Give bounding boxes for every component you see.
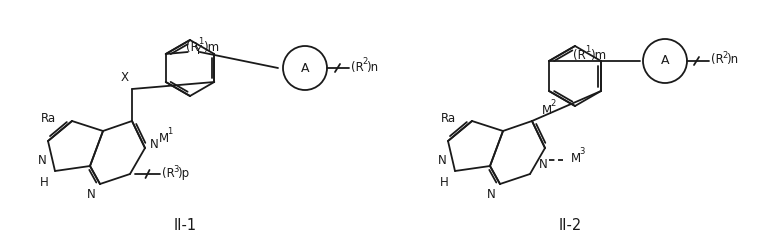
Text: (R: (R: [711, 53, 724, 66]
Text: 1: 1: [198, 37, 204, 46]
Text: N: N: [87, 188, 96, 201]
Text: X: X: [121, 71, 129, 84]
Text: 2: 2: [550, 98, 555, 108]
Text: )n: )n: [366, 61, 378, 74]
Text: Ra: Ra: [441, 111, 456, 124]
Text: M: M: [571, 152, 581, 165]
Text: N: N: [438, 154, 447, 167]
Text: )n: )n: [726, 53, 738, 66]
Text: 1: 1: [585, 45, 590, 53]
Text: Y: Y: [194, 45, 201, 58]
Text: 3: 3: [579, 148, 584, 156]
Text: N: N: [38, 154, 47, 167]
Text: A: A: [661, 55, 670, 67]
Text: H: H: [40, 176, 49, 189]
Text: )m: )m: [203, 42, 220, 55]
Text: A: A: [301, 62, 309, 75]
Text: H: H: [441, 176, 449, 189]
Text: M: M: [542, 105, 552, 118]
Text: (R: (R: [351, 61, 364, 74]
Text: (R: (R: [187, 42, 199, 55]
Text: II-2: II-2: [558, 218, 582, 233]
Text: 3: 3: [173, 165, 179, 173]
Text: N: N: [487, 188, 496, 201]
Text: 2: 2: [722, 50, 728, 60]
Text: M: M: [159, 132, 169, 144]
Text: N: N: [150, 138, 158, 152]
Text: Ra: Ra: [41, 111, 56, 124]
Text: )m: )m: [590, 48, 606, 62]
Text: 1: 1: [167, 127, 172, 137]
Text: (R: (R: [162, 167, 175, 180]
Text: N: N: [539, 158, 547, 171]
Text: (R: (R: [573, 48, 586, 62]
Text: II-1: II-1: [173, 218, 197, 233]
Text: 2: 2: [362, 58, 367, 66]
Text: )p: )p: [177, 167, 189, 180]
